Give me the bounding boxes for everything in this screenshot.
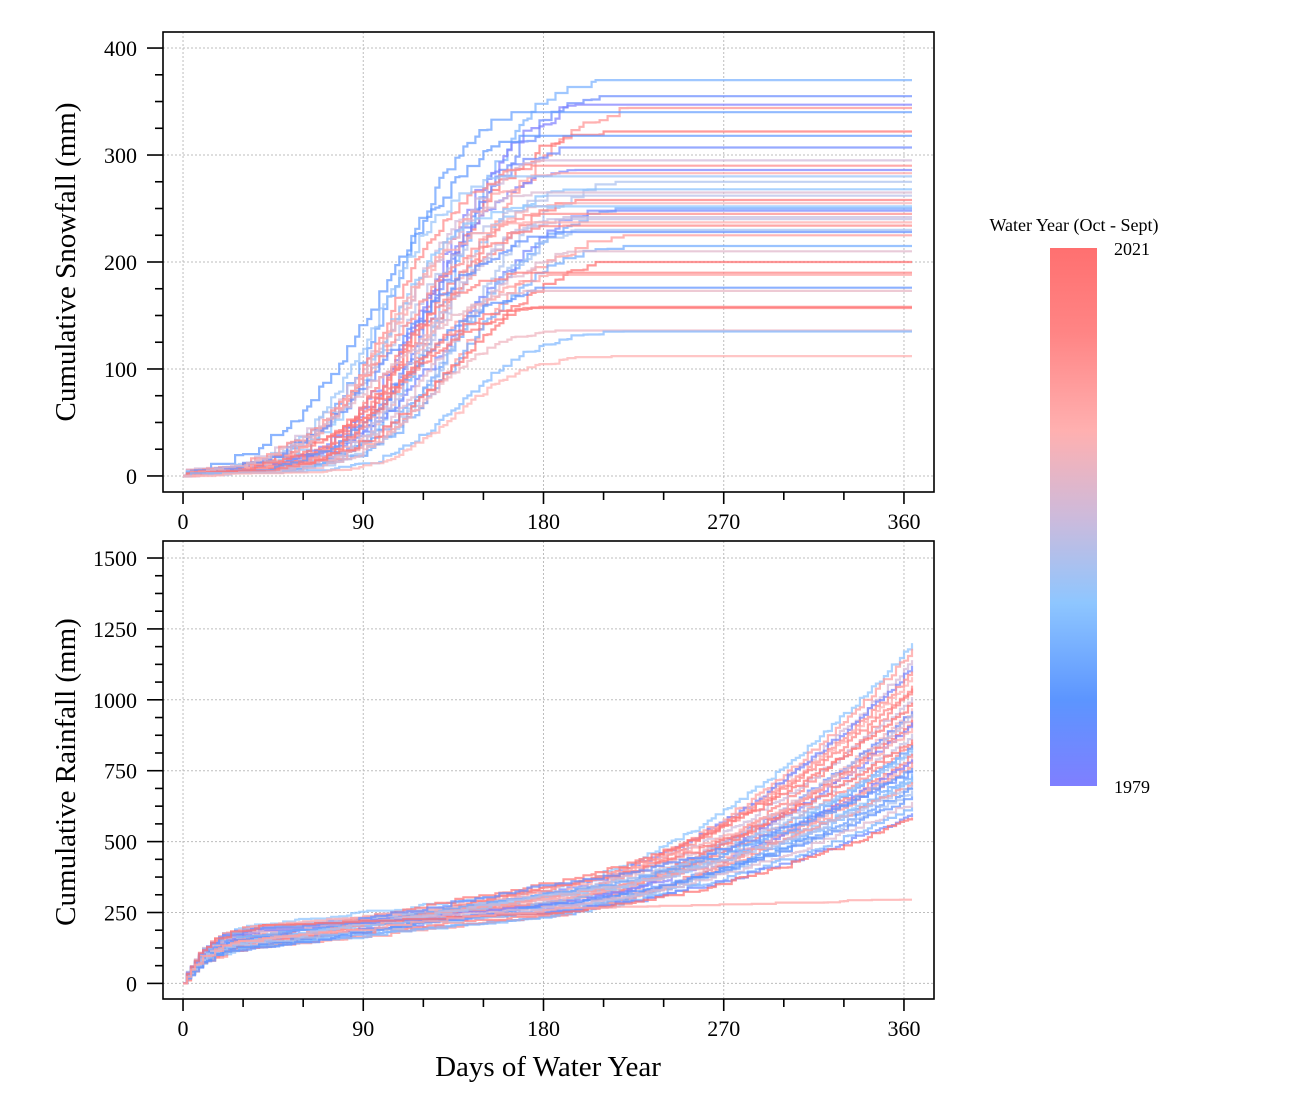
legend-colorbar (1050, 248, 1097, 786)
rainfall-y-axis-label: Cumulative Rainfall (mm) (50, 618, 82, 926)
y-tick-label: 750 (104, 759, 137, 784)
snowfall-series-line (183, 289, 912, 478)
snowfall-series-line (183, 218, 912, 478)
rainfall-series-line (183, 745, 914, 985)
snowfall-series-line (183, 260, 912, 478)
y-tick-label: 400 (104, 36, 137, 61)
rainfall-series-line (183, 898, 912, 985)
y-tick-label: 300 (104, 143, 137, 168)
x-tick-label: 0 (178, 1016, 189, 1041)
snowfall-series-line (183, 205, 912, 478)
rainfall-axes: 0 90 180 270 360 0 250 500 750 1000 1250 1500 (93, 546, 920, 1041)
rainfall-series-line (183, 770, 914, 985)
snowfall-series-line (183, 306, 912, 478)
y-tick-label: 1000 (93, 688, 137, 713)
legend-title: Water Year (Oct - Sept) (990, 215, 1159, 236)
x-axis-label: Days of Water Year (435, 1051, 661, 1083)
x-tick-label: 360 (887, 509, 920, 534)
snowfall-axes: 0 90 180 270 360 0 100 200 300 400 (104, 36, 920, 534)
rainfall-series-line (183, 801, 914, 985)
snowfall-panel: 0 90 180 270 360 0 100 200 300 400 Cumulative Sno… (50, 31, 935, 534)
x-tick-label: 90 (352, 1016, 374, 1041)
snowfall-series-group (183, 79, 912, 478)
rainfall-series-line (183, 759, 914, 985)
snowfall-y-axis-label: Cumulative Snowfall (mm) (50, 103, 82, 422)
y-tick-label: 0 (126, 971, 137, 996)
rainfall-series-group (183, 643, 914, 985)
snowfall-series-line (183, 216, 912, 478)
y-tick-label: 1500 (93, 546, 137, 571)
rainfall-series-line (183, 779, 914, 985)
snowfall-series-line (183, 130, 912, 478)
x-tick-label: 180 (527, 1016, 560, 1041)
snowfall-series-line (183, 207, 912, 478)
rainfall-series-line (183, 765, 914, 985)
snowfall-series-line (183, 164, 912, 478)
x-tick-label: 270 (707, 509, 740, 534)
y-tick-label: 100 (104, 357, 137, 382)
rainfall-series-line (183, 762, 914, 985)
snowfall-series-line (183, 134, 912, 478)
snowfall-series-line (183, 221, 912, 478)
legend-min-label: 1979 (1114, 777, 1150, 797)
x-tick-label: 180 (527, 509, 560, 534)
snowfall-series-line (183, 168, 912, 478)
color-legend: Water Year (Oct - Sept) 2021 1979 (990, 215, 1159, 797)
y-tick-label: 250 (104, 901, 137, 926)
snowfall-series-line (183, 355, 912, 478)
snowfall-series-line (183, 79, 912, 478)
y-tick-label: 1250 (93, 617, 137, 642)
rainfall-series-line (183, 796, 914, 985)
x-tick-label: 360 (887, 1016, 920, 1041)
y-tick-label: 500 (104, 830, 137, 855)
y-tick-label: 200 (104, 250, 137, 275)
legend-max-label: 2021 (1114, 239, 1150, 259)
x-tick-label: 90 (352, 509, 374, 534)
snowfall-series-line (183, 202, 912, 478)
snowfall-series-line (183, 330, 912, 478)
rainfall-series-line (183, 817, 914, 985)
x-tick-label: 0 (178, 509, 189, 534)
rainfall-panel: 0 90 180 270 360 0 250 500 750 1000 1250 1500 Cumul… (50, 540, 935, 1083)
x-tick-label: 270 (707, 1016, 740, 1041)
y-tick-label: 0 (126, 464, 137, 489)
rainfall-series-line (183, 748, 914, 985)
snowfall-series-line (183, 212, 912, 478)
